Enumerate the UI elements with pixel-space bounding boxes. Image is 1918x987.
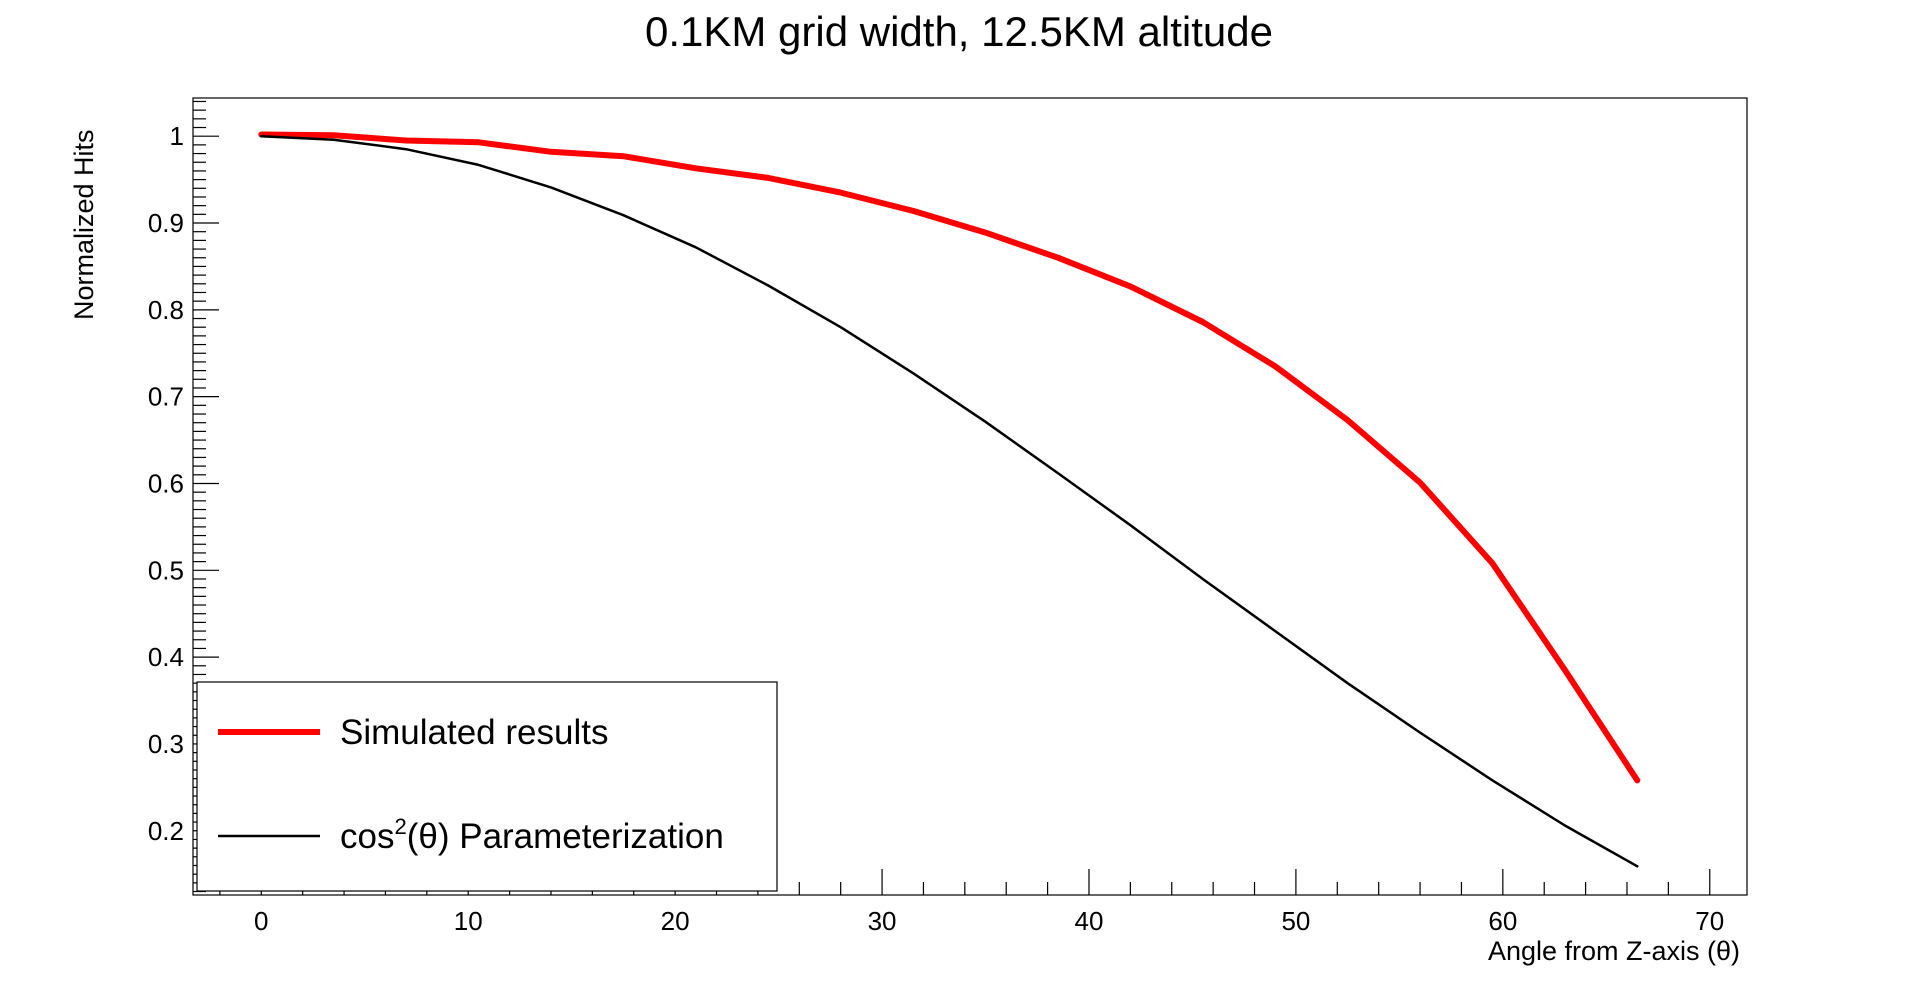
chart-title: 0.1KM grid width, 12.5KM altitude [645, 8, 1273, 55]
legend-label-simulated: Simulated results [340, 713, 608, 752]
y-tick-label: 0.4 [148, 642, 184, 672]
x-tick-label: 20 [661, 906, 690, 936]
y-tick-label: 0.8 [148, 295, 184, 325]
x-tick-label: 60 [1488, 906, 1517, 936]
x-tick-label: 10 [454, 906, 483, 936]
legend: Simulated results cos2(θ) Parameterizati… [196, 681, 778, 892]
series-cos2-line [260, 134, 1639, 868]
y-tick-label: 0.5 [148, 555, 184, 585]
legend-label-cos-sup: 2 [394, 814, 406, 839]
x-tick-label: 30 [868, 906, 897, 936]
x-tick-label: 0 [254, 906, 268, 936]
legend-box [196, 681, 778, 892]
legend-label-cos: cos2(θ) Parameterization [340, 814, 724, 856]
series-simulated-line [258, 131, 1641, 784]
legend-label-cos-prefix: cos [340, 817, 394, 856]
x-tick-label: 40 [1075, 906, 1104, 936]
y-tick-label: 0.9 [148, 208, 184, 238]
y-tick-label: 0.6 [148, 468, 184, 498]
y-axis-title: Normalized Hits [69, 129, 99, 320]
y-axis: 0.2 0.3 0.4 0.5 0.6 0.7 0.8 0.9 1 [148, 100, 219, 893]
x-tick-label: 50 [1281, 906, 1310, 936]
y-tick-label: 0.2 [148, 816, 184, 846]
y-tick-label: 0.3 [148, 729, 184, 759]
x-axis-title: Angle from Z-axis (θ) [1488, 936, 1740, 966]
legend-label-cos-suffix: (θ) Parameterization [407, 817, 724, 856]
plot-frame [192, 97, 1748, 896]
y-tick-label: 1 [170, 121, 184, 151]
series-layer [258, 131, 1641, 868]
x-tick-label: 70 [1695, 906, 1724, 936]
y-tick-label: 0.7 [148, 382, 184, 412]
